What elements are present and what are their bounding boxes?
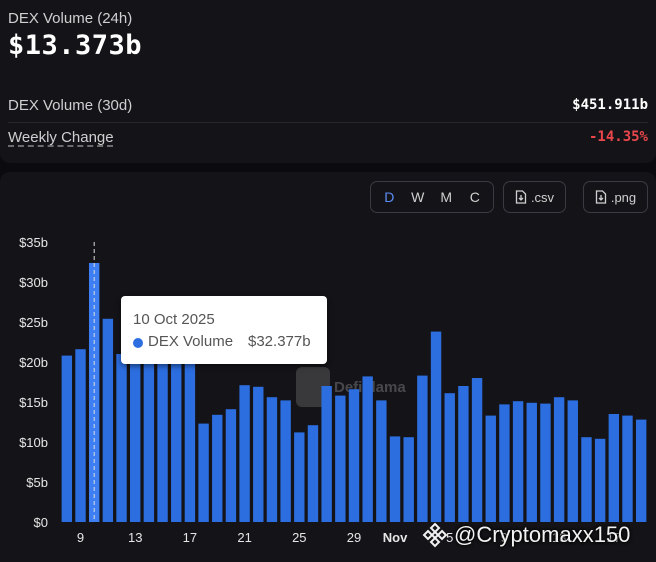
chart-tooltip: 10 Oct 2025 DEX Volume $32.377b <box>121 296 327 364</box>
y-tick-label: $10b <box>19 435 48 450</box>
download-png-button[interactable]: .png <box>583 181 648 213</box>
x-tick-label: 9 <box>77 530 84 545</box>
volume-30d-row: DEX Volume (30d) $451.911b <box>8 94 648 118</box>
y-tick-label: $0 <box>34 515 48 530</box>
x-tick-label: 13 <box>552 530 566 545</box>
tooltip-series-name: DEX Volume <box>148 333 234 350</box>
download-csv-label: .csv <box>530 189 555 205</box>
bar[interactable] <box>348 389 360 522</box>
bar[interactable] <box>403 437 414 522</box>
bar[interactable] <box>198 423 209 522</box>
bar[interactable] <box>499 404 510 522</box>
weekly-change-value: -14.35% <box>588 129 648 145</box>
bar[interactable] <box>389 436 401 522</box>
x-tick-label: 17 <box>607 530 621 545</box>
bar[interactable] <box>102 318 114 522</box>
download-file-icon <box>595 190 607 204</box>
x-tick-label: 25 <box>292 530 306 545</box>
download-file-icon <box>515 190 527 204</box>
bar[interactable] <box>540 403 551 522</box>
bar[interactable] <box>471 378 483 522</box>
bar[interactable] <box>212 414 223 522</box>
x-tick-label: 13 <box>128 530 142 545</box>
weekly-change-label[interactable]: Weekly Change <box>8 129 114 146</box>
bar[interactable] <box>157 358 168 522</box>
bar[interactable] <box>116 354 127 522</box>
bar[interactable] <box>376 400 387 522</box>
granularity-cumulative-button[interactable]: C <box>469 189 480 205</box>
bar[interactable] <box>362 376 373 522</box>
bar[interactable] <box>622 415 633 522</box>
y-tick-label: $30b <box>19 275 48 290</box>
bar[interactable] <box>75 349 86 522</box>
tooltip-series-dot <box>133 338 143 348</box>
bar[interactable] <box>143 358 155 522</box>
dex-volume-bar-chart[interactable]: $0 $5b $10b $15b $20b $25b $30b $35b 9 13 17 21 25 29… <box>0 225 656 555</box>
bar[interactable] <box>171 359 182 522</box>
credit-text: @Cryptomaxx150 <box>454 522 631 547</box>
bar[interactable] <box>458 386 469 522</box>
bar[interactable] <box>335 395 346 522</box>
bar[interactable] <box>321 386 332 522</box>
x-tick-label: 29 <box>347 530 361 545</box>
x-tick-label: 5 <box>446 530 453 545</box>
bar[interactable] <box>130 358 141 522</box>
y-tick-label: $35b <box>19 235 48 250</box>
y-tick-label: $25b <box>19 315 48 330</box>
volume-30d-label: DEX Volume (30d) <box>8 97 133 114</box>
bar[interactable] <box>444 393 455 522</box>
bar[interactable] <box>253 386 264 522</box>
bar[interactable] <box>635 419 647 522</box>
y-tick-label: $15b <box>19 395 48 410</box>
volume-24h-value: $13.373b <box>8 30 143 61</box>
tooltip-value: $32.377b <box>248 333 311 350</box>
granularity-toggle: D W M C <box>370 181 494 213</box>
bar[interactable] <box>307 425 319 522</box>
bar[interactable] <box>239 385 250 522</box>
bar[interactable] <box>225 409 237 522</box>
bar[interactable] <box>184 360 196 522</box>
author-credit: @Cryptomaxx150 <box>422 522 630 548</box>
bar[interactable] <box>608 414 620 522</box>
volume-30d-value: $451.911b <box>572 97 648 113</box>
volume-24h-label: DEX Volume (24h) <box>8 10 133 27</box>
download-png-label: .png <box>610 189 637 205</box>
bar[interactable] <box>485 415 496 522</box>
weekly-change-row: Weekly Change -14.35% <box>8 126 648 150</box>
tooltip-date: 10 Oct 2025 <box>133 311 215 328</box>
x-tick-label: 21 <box>237 530 251 545</box>
bar[interactable] <box>417 375 428 522</box>
granularity-daily-button[interactable]: D <box>384 189 395 205</box>
bar[interactable] <box>280 400 291 522</box>
y-tick-label: $5b <box>26 475 48 490</box>
x-tick-label: 17 <box>183 530 197 545</box>
bar[interactable] <box>61 355 73 522</box>
bar[interactable] <box>526 402 537 522</box>
divider <box>8 122 648 123</box>
binance-logo-icon <box>422 522 448 548</box>
summary-card: DEX Volume (24h) $13.373b DEX Volume (30… <box>0 0 656 163</box>
bar[interactable] <box>594 438 606 522</box>
bar[interactable] <box>553 397 565 522</box>
bar[interactable] <box>512 401 524 522</box>
x-tick-label: 9 <box>501 530 508 545</box>
granularity-monthly-button[interactable]: M <box>440 189 453 205</box>
bar[interactable] <box>266 397 278 522</box>
bar[interactable] <box>294 432 305 522</box>
bar[interactable] <box>430 331 442 522</box>
download-csv-button[interactable]: .csv <box>503 181 566 213</box>
y-tick-label: $20b <box>19 355 48 370</box>
bar[interactable] <box>567 400 578 522</box>
x-tick-label: Nov <box>383 530 408 545</box>
bar[interactable] <box>581 437 592 522</box>
granularity-weekly-button[interactable]: W <box>411 189 425 205</box>
